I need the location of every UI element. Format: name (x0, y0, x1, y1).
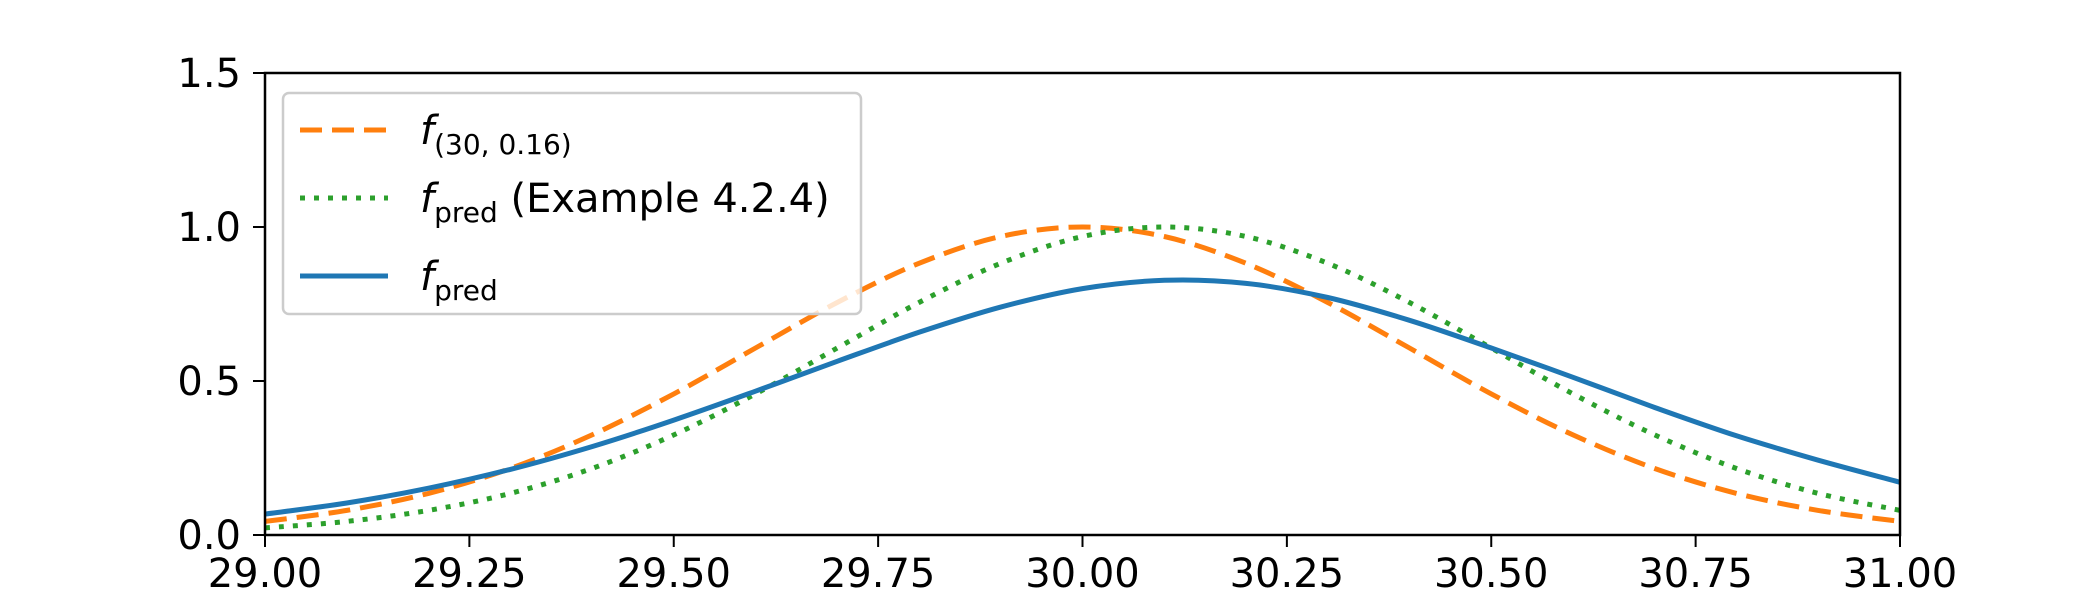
x-tick-label: 30.50 (1434, 551, 1549, 597)
x-tick-label: 30.00 (1025, 551, 1140, 597)
x-tick-label: 29.25 (412, 551, 527, 597)
x-tick-label: 31.00 (1843, 551, 1958, 597)
legend-label-sub: pred (434, 274, 498, 307)
series-line-f_pred (265, 277, 1900, 517)
x-axis: 29.00 29.25 29.50 29.75 30.00 30.25 30.50 30.75… (208, 535, 1958, 597)
series-lines (265, 224, 1900, 531)
legend-label-sub: pred (434, 196, 498, 229)
x-tick-label: 29.75 (821, 551, 936, 597)
series-line-f_pred_example (265, 224, 1900, 531)
x-tick-label: 30.75 (1638, 551, 1753, 597)
y-tick-label: 0.5 (177, 359, 241, 405)
series-line-f_30_016 (265, 224, 1900, 524)
x-tick-label: 29.00 (208, 551, 323, 597)
y-tick-label: 0.0 (177, 513, 241, 559)
x-tick-label: 30.25 (1230, 551, 1345, 597)
y-axis: 0.0 0.5 1.0 1.5 (177, 51, 265, 559)
x-tick-label: 29.50 (616, 551, 731, 597)
legend-label-f_pred_example: fpred (Example 4.2.4) (420, 176, 830, 229)
legend-label-sub: (30, 0.16) (434, 128, 572, 161)
y-tick-label: 1.0 (177, 205, 241, 251)
legend-label-suffix: (Example 4.2.4) (498, 176, 830, 222)
legend-label-f_pred: fpred (420, 254, 498, 307)
y-tick-label: 1.5 (177, 51, 241, 97)
legend-box (281, 91, 863, 316)
legend: f(30, 0.16) fpred (Example 4.2.4) fpred (281, 91, 863, 316)
legend-label-f_30_016: f(30, 0.16) (420, 108, 572, 161)
